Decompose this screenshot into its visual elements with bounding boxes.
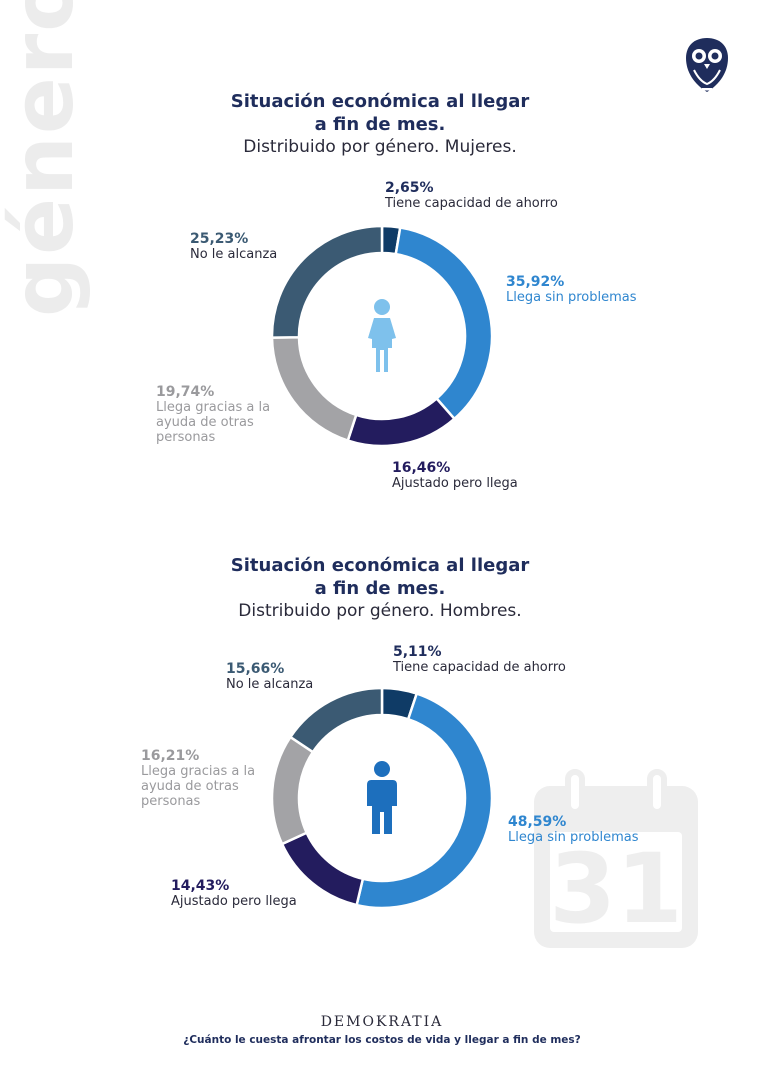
chart-1-label-ajustado-value: 16,46% [392, 460, 451, 476]
male-person-icon [367, 761, 397, 834]
chart-1-label-ahorro-value: 2,65% [385, 180, 434, 196]
chart-2-label-ahorro-value: 5,11% [393, 644, 442, 660]
chart-1-label-ajustado-text: Ajustado pero llega [392, 476, 518, 491]
chart-2-label-sin-problemas-value: 48,59% [508, 814, 567, 830]
chart-1-donut [270, 224, 494, 448]
footer-question: ¿Cuánto le cuesta afrontar los costos de… [183, 1034, 581, 1046]
calendar-31-icon: 31 [534, 769, 698, 948]
chart-2-label-ayuda: 16,21% Llega gracias a la ayuda de otras… [141, 748, 269, 809]
chart-2-subtitle: Distribuido por género. Hombres. [238, 601, 522, 621]
chart-1-label-ayuda-value: 19,74% [156, 384, 215, 400]
chart-1-label-ahorro: 2,65% Tiene capacidad de ahorro [385, 180, 558, 211]
chart-2-label-no-alcanza-value: 15,66% [226, 661, 285, 677]
chart-2-label-no-alcanza: 15,66% No le alcanza [226, 661, 313, 692]
chart-2-slice-2 [355, 692, 494, 910]
chart-1-title-block: Situación económica al llegar a fin de m… [140, 90, 620, 159]
side-word-genero: género [0, 0, 92, 317]
chart-2-slice-4 [270, 735, 315, 846]
chart-2-label-ajustado-text: Ajustado pero llega [171, 894, 297, 909]
chart-1-slice-4 [270, 335, 358, 443]
chart-2-label-sin-problemas: 48,59% Llega sin problemas [508, 814, 639, 845]
chart-2-donut [270, 686, 494, 910]
brand-name: DEMOKRATIA [320, 1014, 444, 1030]
chart-1-label-ayuda-text: Llega gracias a la ayuda de otras person… [156, 400, 271, 445]
calendar-day: 31 [549, 833, 683, 945]
chart-2-label-ahorro-text: Tiene capacidad de ahorro [393, 660, 566, 675]
chart-2-label-no-alcanza-text: No le alcanza [226, 677, 314, 692]
female-person-icon [368, 299, 396, 372]
chart-1-slice-2 [394, 226, 494, 421]
chart-1-label-no-alcanza: 25,23% No le alcanza [190, 231, 277, 262]
chart-1-slice-3 [346, 396, 457, 448]
chart-1-label-ajustado: 16,46% Ajustado pero llega [392, 460, 518, 491]
chart-1-label-no-alcanza-text: No le alcanza [190, 247, 278, 262]
chart-2-label-ayuda-value: 16,21% [141, 748, 200, 764]
chart-1-label-ayuda: 19,74% Llega gracias a la ayuda de otras… [156, 384, 284, 445]
chart-1-slice-5 [270, 224, 384, 339]
chart-2-label-ayuda-text: Llega gracias a la ayuda de otras person… [141, 764, 256, 809]
chart-2-slice-5 [288, 686, 384, 754]
chart-1-subtitle: Distribuido por género. Mujeres. [243, 137, 517, 157]
chart-1-label-sin-problemas-text: Llega sin problemas [506, 290, 637, 305]
owl-logo-icon [686, 38, 728, 92]
chart-1-title: Situación económica al llegar a fin de m… [230, 91, 530, 135]
chart-1-label-no-alcanza-value: 25,23% [190, 231, 249, 247]
chart-1-label-sin-problemas-value: 35,92% [506, 274, 565, 290]
chart-2-label-sin-problemas-text: Llega sin problemas [508, 830, 639, 845]
chart-1-label-sin-problemas: 35,92% Llega sin problemas [506, 274, 637, 305]
chart-2-title: Situación económica al llegar a fin de m… [230, 555, 530, 599]
chart-2-label-ajustado-value: 14,43% [171, 878, 230, 894]
chart-1-label-ahorro-text: Tiene capacidad de ahorro [385, 196, 558, 211]
chart-2-label-ahorro: 5,11% Tiene capacidad de ahorro [393, 644, 566, 675]
chart-2-title-block: Situación económica al llegar a fin de m… [140, 554, 620, 623]
chart-2-label-ajustado: 14,43% Ajustado pero llega [171, 878, 297, 909]
